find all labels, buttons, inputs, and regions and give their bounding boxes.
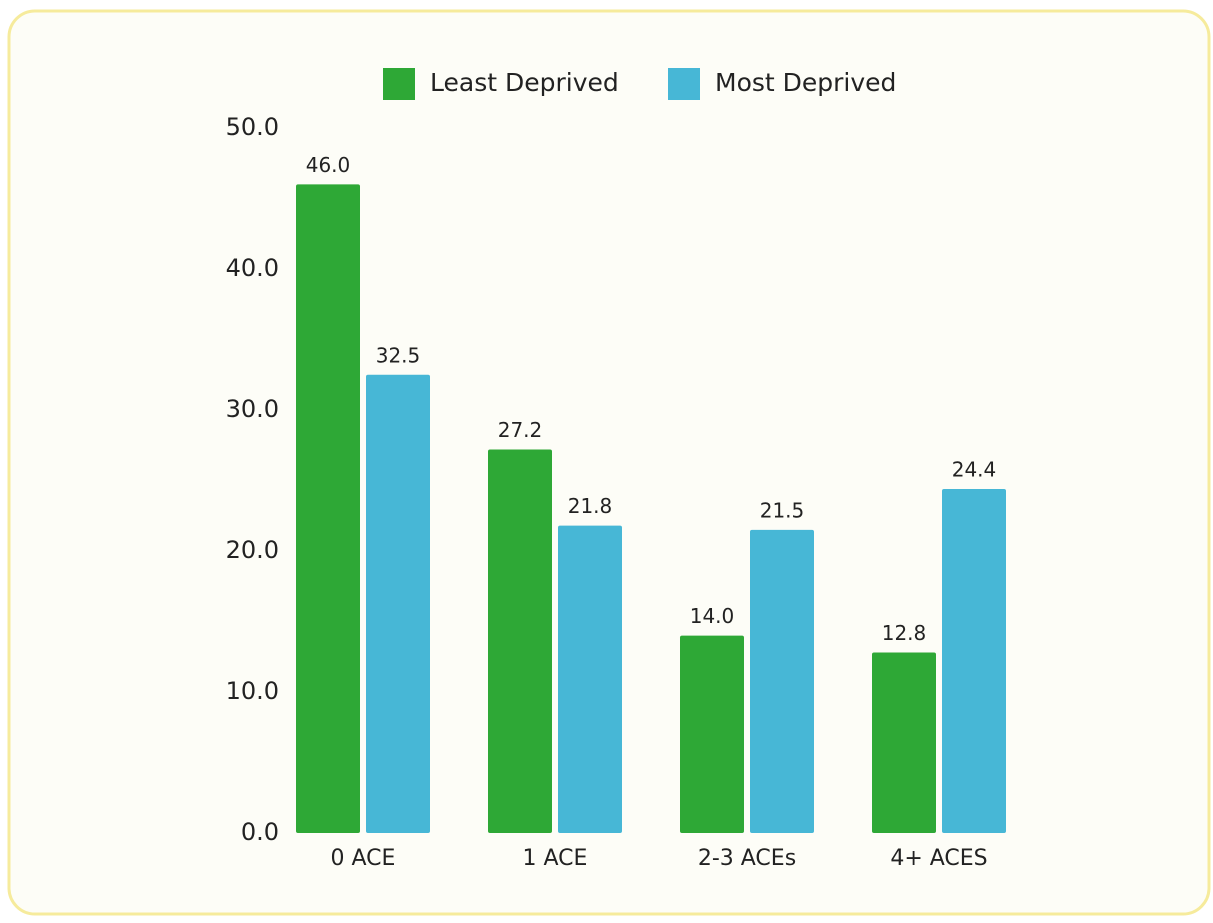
bar xyxy=(942,488,1006,833)
bar xyxy=(366,374,430,833)
y-tick-label: 40.0 xyxy=(226,254,279,282)
value-label: 21.8 xyxy=(568,494,613,518)
value-label: 24.4 xyxy=(952,457,997,481)
value-label: 14.0 xyxy=(690,604,735,628)
legend-label: Most Deprived xyxy=(715,68,896,97)
value-label: 32.5 xyxy=(376,343,421,367)
bar xyxy=(296,184,360,833)
bar xyxy=(680,635,744,833)
x-tick-label: 4+ ACES xyxy=(890,846,987,871)
y-tick-label: 30.0 xyxy=(226,395,279,423)
y-tick-label: 0.0 xyxy=(241,818,279,846)
bar xyxy=(488,449,552,833)
bar xyxy=(750,529,814,833)
value-label: 27.2 xyxy=(498,418,543,442)
x-tick-label: 1 ACE xyxy=(523,846,588,871)
x-tick-label: 2-3 ACEs xyxy=(698,846,796,871)
y-tick-label: 50.0 xyxy=(226,113,279,141)
legend-label: Least Deprived xyxy=(430,68,619,97)
bar xyxy=(872,652,936,833)
value-label: 46.0 xyxy=(306,153,351,177)
y-tick-label: 10.0 xyxy=(226,677,279,705)
x-tick-label: 0 ACE xyxy=(331,846,396,871)
y-tick-label: 20.0 xyxy=(226,536,279,564)
value-label: 21.5 xyxy=(760,498,805,522)
legend-swatch xyxy=(668,68,700,100)
value-label: 12.8 xyxy=(882,621,927,645)
legend-swatch xyxy=(383,68,415,100)
bar xyxy=(558,525,622,833)
